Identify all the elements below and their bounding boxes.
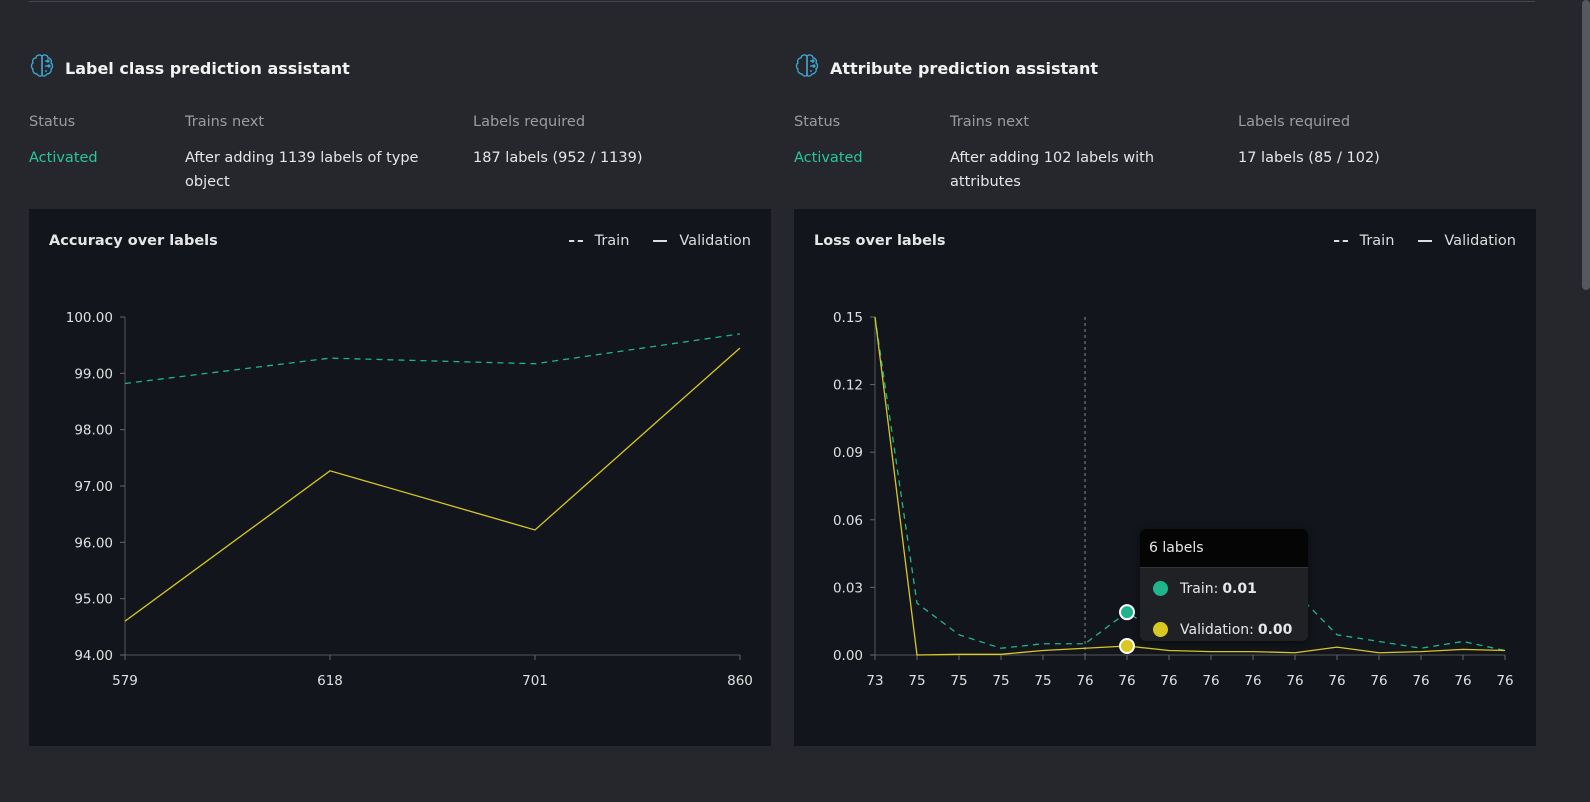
y-tick-label: 100.00 bbox=[66, 310, 113, 326]
y-tick-label: 95.00 bbox=[74, 592, 113, 608]
status-value: Activated bbox=[794, 150, 863, 166]
hover-marker-train bbox=[1119, 604, 1135, 621]
labels-required-value: 187 labels (952 / 1139) bbox=[473, 150, 643, 166]
x-tick-label: 579 bbox=[112, 673, 138, 689]
scrollbar[interactable] bbox=[1582, 0, 1590, 290]
x-tick-label: 75 bbox=[950, 673, 967, 689]
trains-next-label: Trains next bbox=[950, 114, 1030, 130]
status-value: Activated bbox=[29, 150, 98, 166]
tooltip-title: 6 labels bbox=[1140, 529, 1308, 568]
status-label: Status bbox=[794, 114, 841, 130]
labels-required-label: Labels required bbox=[473, 114, 586, 130]
x-tick-label: 75 bbox=[992, 673, 1009, 689]
y-tick-label: 0.06 bbox=[833, 513, 863, 529]
x-tick-label: 76 bbox=[1454, 673, 1471, 689]
x-tick-label: 76 bbox=[1496, 673, 1513, 689]
x-tick-label: 76 bbox=[1286, 673, 1303, 689]
series-line-train bbox=[124, 333, 741, 385]
series-dot-icon bbox=[1153, 622, 1168, 637]
x-tick-label: 76 bbox=[1160, 673, 1177, 689]
chart-legend: Train Validation bbox=[568, 233, 751, 249]
y-tick-label: 0.12 bbox=[833, 378, 863, 394]
x-tick-label: 618 bbox=[317, 673, 343, 689]
x-tick-label: 76 bbox=[1412, 673, 1429, 689]
chart-panel: Accuracy over labels Train Validation 94… bbox=[29, 209, 771, 746]
assistant-section: Label class prediction assistant Status A… bbox=[29, 52, 771, 194]
chart-svg: 94.00 95.00 96.00 97.00 98.00 99.00 100.00 579 6… bbox=[66, 310, 753, 689]
y-tick-label: 0.00 bbox=[833, 648, 863, 664]
series-line-validation bbox=[874, 316, 1506, 656]
x-tick-label: 76 bbox=[1076, 673, 1093, 689]
trains-next-value: After adding 1139 labels of type object bbox=[185, 150, 419, 190]
x-tick-label: 75 bbox=[1034, 673, 1051, 689]
divider bbox=[29, 1, 1535, 2]
legend-train[interactable]: Train bbox=[568, 233, 629, 249]
series-dot-icon bbox=[1153, 581, 1168, 596]
y-tick-label: 0.15 bbox=[833, 310, 863, 326]
legend-train[interactable]: Train bbox=[1333, 233, 1394, 249]
chart-title: Loss over labels bbox=[814, 233, 946, 249]
x-tick-label: 76 bbox=[1118, 673, 1135, 689]
x-tick-label: 76 bbox=[1202, 673, 1219, 689]
x-tick-label: 73 bbox=[866, 673, 883, 689]
x-tick-label: 75 bbox=[908, 673, 925, 689]
x-tick-label: 76 bbox=[1244, 673, 1261, 689]
x-tick-label: 701 bbox=[522, 673, 548, 689]
trains-next-label: Trains next bbox=[185, 114, 265, 130]
tooltip: 6 labels Train: 0.01 Validation: 0.00 bbox=[1140, 529, 1308, 641]
brain-icon bbox=[794, 53, 820, 83]
y-tick-label: 99.00 bbox=[74, 366, 113, 382]
trains-next-value: After adding 102 labels with attributes bbox=[950, 150, 1155, 190]
y-tick-label: 0.03 bbox=[833, 580, 863, 596]
brain-icon bbox=[29, 53, 55, 83]
chart-panel: Loss over labels Train Validation 0.00 0.… bbox=[794, 209, 1536, 746]
assistant-section: Attribute prediction assistant Status Act… bbox=[794, 52, 1536, 194]
labels-required-value: 17 labels (85 / 102) bbox=[1238, 150, 1380, 166]
hover-marker-validation bbox=[1119, 637, 1135, 654]
labels-required-label: Labels required bbox=[1238, 114, 1351, 130]
tooltip-row: Train: 0.01 bbox=[1140, 568, 1308, 609]
status-label: Status bbox=[29, 114, 76, 130]
tooltip-row: Validation: 0.00 bbox=[1140, 609, 1308, 641]
assistant-title: Label class prediction assistant bbox=[65, 58, 350, 78]
legend-validation[interactable]: Validation bbox=[653, 233, 751, 249]
x-tick-label: 76 bbox=[1370, 673, 1387, 689]
chart-title: Accuracy over labels bbox=[49, 233, 218, 249]
chart-legend: Train Validation bbox=[1333, 233, 1516, 249]
chart-svg: 0.00 0.03 0.06 0.09 0.12 0.15 73 75 75 75 75 76 76 76… bbox=[833, 310, 1514, 689]
y-tick-label: 94.00 bbox=[74, 648, 113, 664]
x-tick-label: 76 bbox=[1328, 673, 1345, 689]
y-tick-label: 96.00 bbox=[74, 535, 113, 551]
assistant-title: Attribute prediction assistant bbox=[830, 58, 1099, 78]
legend-validation[interactable]: Validation bbox=[1418, 233, 1516, 249]
y-tick-label: 97.00 bbox=[74, 479, 113, 495]
x-tick-label: 860 bbox=[727, 673, 753, 689]
y-tick-label: 0.09 bbox=[833, 445, 863, 461]
series-line-validation bbox=[124, 347, 741, 622]
y-tick-label: 98.00 bbox=[74, 423, 113, 439]
